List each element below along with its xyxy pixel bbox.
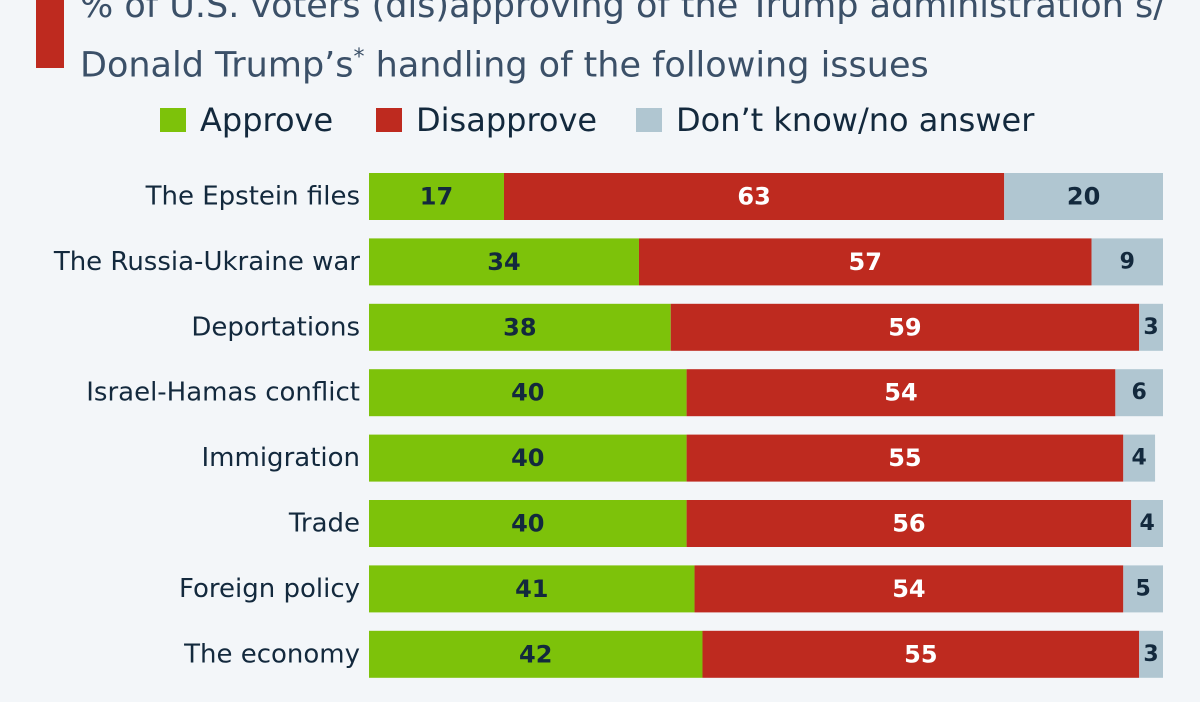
bar-segment-approve xyxy=(369,173,504,220)
data-label-approve: 40 xyxy=(511,379,544,407)
data-label-approve: 17 xyxy=(420,183,453,211)
bar-segment-disapprove xyxy=(686,369,1116,417)
data-label-dont-know: 20 xyxy=(1067,183,1100,211)
bar-segment-dont-know xyxy=(1123,565,1163,613)
legend-swatch-approve xyxy=(160,108,186,132)
title-footnote-marker: * xyxy=(353,45,365,70)
category-label: Immigration xyxy=(202,443,360,473)
bar-segment-approve xyxy=(369,238,639,286)
bar-segment-dont-know xyxy=(1091,238,1163,286)
legend-swatch-dont-know xyxy=(636,108,662,132)
title-line-2-rest: handling of the following issues xyxy=(364,45,929,86)
data-label-approve: 40 xyxy=(511,444,544,472)
bar-segment-approve xyxy=(369,565,695,613)
legend-label-dont-know: Don’t know/no answer xyxy=(676,101,1035,139)
data-label-disapprove: 59 xyxy=(888,313,921,341)
bar-segment-dont-know xyxy=(1139,630,1163,678)
title-accent-bar xyxy=(36,0,64,68)
category-label: The Epstein files xyxy=(145,182,360,212)
data-label-dont-know: 6 xyxy=(1132,380,1147,405)
bar-segment-disapprove xyxy=(702,630,1140,678)
data-label-disapprove: 57 xyxy=(849,248,882,276)
data-label-approve: 38 xyxy=(503,313,536,341)
title-line-2: Donald Trump’s xyxy=(80,45,354,86)
bar-segment-disapprove xyxy=(638,238,1092,286)
chart-title: % of U.S. voters (dis)approving of the T… xyxy=(80,0,1180,92)
data-label-disapprove: 55 xyxy=(888,444,921,472)
category-label: The economy xyxy=(183,639,360,669)
bar-segment-disapprove xyxy=(694,565,1124,613)
bar-segment-dont-know xyxy=(1115,369,1163,417)
data-label-dont-know: 4 xyxy=(1132,446,1147,471)
data-label-disapprove: 63 xyxy=(737,183,770,211)
legend-label-approve: Approve xyxy=(200,101,334,139)
legend-label-disapprove: Disapprove xyxy=(416,101,598,139)
legend-swatch-disapprove xyxy=(376,108,402,132)
bar-segment-approve xyxy=(369,500,687,547)
data-label-approve: 40 xyxy=(511,510,544,538)
bar-segment-disapprove xyxy=(686,434,1124,482)
bar-segment-approve xyxy=(369,434,687,482)
category-label: Foreign policy xyxy=(179,574,360,604)
data-label-disapprove: 54 xyxy=(892,575,925,603)
bar-segment-dont-know xyxy=(1004,173,1163,220)
category-label: Israel-Hamas conflict xyxy=(86,378,360,408)
legend: Approve Disapprove Don’t know/no answer xyxy=(0,98,1200,142)
title-line-1: % of U.S. voters (dis)approving of the T… xyxy=(80,0,1165,26)
data-label-dont-know: 3 xyxy=(1143,642,1158,667)
data-label-disapprove: 55 xyxy=(904,640,937,668)
data-label-dont-know: 3 xyxy=(1143,315,1158,340)
bar-segment-dont-know xyxy=(1131,500,1163,547)
category-label: The Russia-Ukraine war xyxy=(53,247,360,277)
data-label-dont-know: 9 xyxy=(1120,249,1135,274)
bar-segment-disapprove xyxy=(503,173,1005,220)
data-label-disapprove: 56 xyxy=(892,510,925,538)
bar-segment-disapprove xyxy=(670,303,1140,351)
data-label-approve: 34 xyxy=(487,248,520,276)
bar-segment-approve xyxy=(369,303,671,351)
bar-segment-dont-know xyxy=(1123,434,1156,482)
data-label-dont-know: 5 xyxy=(1135,576,1150,601)
stacked-bar-chart: The Epstein files 17 63 20 The Russia-Ukrain… xyxy=(0,160,1200,690)
data-label-dont-know: 4 xyxy=(1139,511,1154,536)
bar-segment-approve xyxy=(369,630,703,678)
data-label-disapprove: 54 xyxy=(884,379,917,407)
bar-segment-approve xyxy=(369,369,687,417)
bar-segment-dont-know xyxy=(1139,303,1163,351)
category-label: Deportations xyxy=(191,312,360,342)
data-label-approve: 42 xyxy=(519,640,552,668)
data-label-approve: 41 xyxy=(515,575,548,603)
bar-segment-disapprove xyxy=(686,500,1132,547)
category-label: Trade xyxy=(288,509,360,539)
